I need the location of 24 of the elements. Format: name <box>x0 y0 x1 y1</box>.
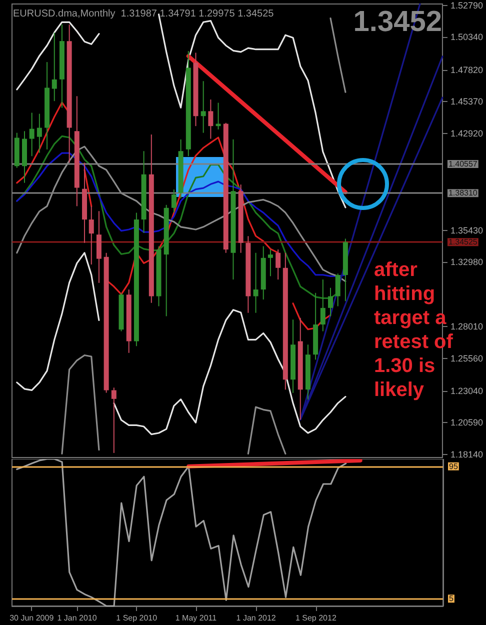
y-tick-label: 1.50340 <box>450 32 484 42</box>
y-tick-label: 1.42920 <box>450 128 484 138</box>
y-tick-label: 1.25560 <box>450 353 484 364</box>
y-tick-label: 1.18140 <box>450 450 484 460</box>
x-tick-label: 1 Sep 2010 <box>116 614 158 622</box>
ref-line-label: 1.40557 <box>448 159 478 168</box>
ref-line-label: 1.38310 <box>448 188 478 198</box>
y-tick-label: 1.28010 <box>450 322 484 332</box>
x-tick-label: 1 Jan 2010 <box>57 614 98 622</box>
ref-line-label: 5 <box>449 594 454 604</box>
y-tick-label: 1.32980 <box>450 257 484 268</box>
y-tick-label: 1.20590 <box>450 418 484 428</box>
x-tick-label: 30 Jun 2009 <box>10 614 54 622</box>
y-tick-label: 1.23040 <box>450 386 484 396</box>
y-tick-label: 1.35430 <box>450 225 484 236</box>
y-tick-label: 1.45370 <box>450 96 484 107</box>
x-tick-label: 1 May 2011 <box>175 614 218 622</box>
y-tick-label: 1.47820 <box>450 64 484 75</box>
x-tick-label: 1 Sep 2012 <box>295 614 337 622</box>
x-tick-label: 1 Jan 2012 <box>236 614 276 622</box>
y-tick-label: 1.52790 <box>450 0 484 10</box>
ref-line-label: 1.34525 <box>448 238 478 247</box>
chart-title: EURUSD.dma,Monthly 1.31987 1.34791 1.29975 1.34525 <box>13 8 274 20</box>
ref-line-label: 95 <box>449 462 458 471</box>
